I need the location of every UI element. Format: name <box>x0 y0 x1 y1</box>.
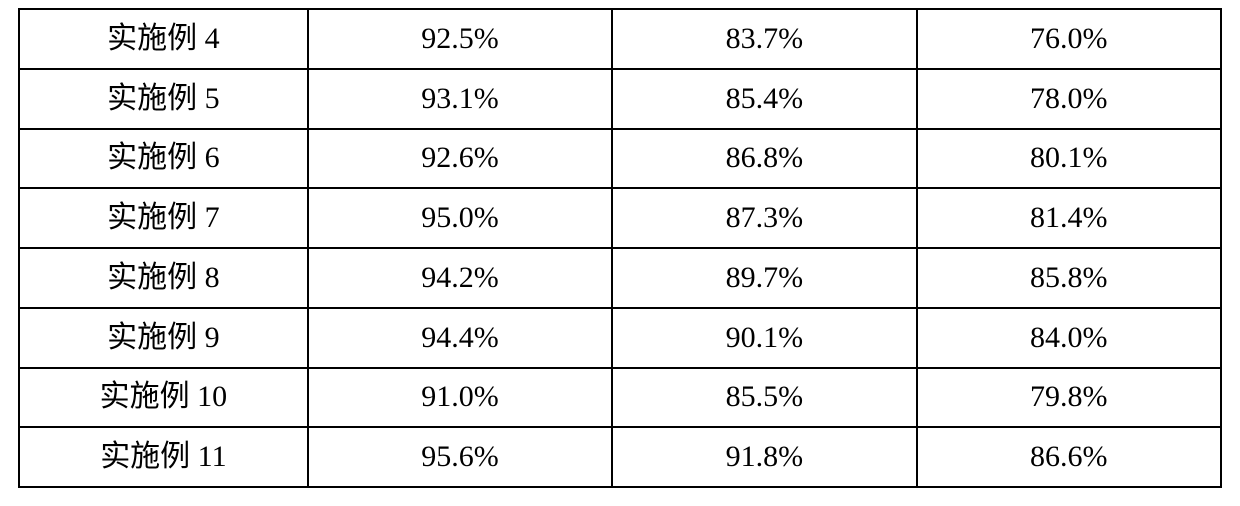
cell-value: 79.8% <box>917 368 1221 428</box>
table-row: 实施例 9 94.4% 90.1% 84.0% <box>19 308 1221 368</box>
row-label: 实施例 8 <box>19 248 308 308</box>
table-row: 实施例 11 95.6% 91.8% 86.6% <box>19 427 1221 487</box>
cell-value: 76.0% <box>917 9 1221 69</box>
row-label: 实施例 5 <box>19 69 308 129</box>
row-label: 实施例 9 <box>19 308 308 368</box>
page-container: 实施例 4 92.5% 83.7% 76.0% 实施例 5 93.1% 85.4… <box>0 0 1240 506</box>
cell-value: 81.4% <box>917 188 1221 248</box>
cell-value: 84.0% <box>917 308 1221 368</box>
row-label: 实施例 6 <box>19 129 308 189</box>
cell-value: 95.0% <box>308 188 612 248</box>
cell-value: 78.0% <box>917 69 1221 129</box>
cell-value: 93.1% <box>308 69 612 129</box>
table-row: 实施例 7 95.0% 87.3% 81.4% <box>19 188 1221 248</box>
cell-value: 94.2% <box>308 248 612 308</box>
table-row: 实施例 10 91.0% 85.5% 79.8% <box>19 368 1221 428</box>
table-row: 实施例 4 92.5% 83.7% 76.0% <box>19 9 1221 69</box>
data-table: 实施例 4 92.5% 83.7% 76.0% 实施例 5 93.1% 85.4… <box>18 8 1222 488</box>
cell-value: 92.6% <box>308 129 612 189</box>
row-label: 实施例 4 <box>19 9 308 69</box>
cell-value: 91.0% <box>308 368 612 428</box>
cell-value: 95.6% <box>308 427 612 487</box>
cell-value: 89.7% <box>612 248 916 308</box>
cell-value: 94.4% <box>308 308 612 368</box>
cell-value: 80.1% <box>917 129 1221 189</box>
cell-value: 85.8% <box>917 248 1221 308</box>
cell-value: 92.5% <box>308 9 612 69</box>
table-row: 实施例 6 92.6% 86.8% 80.1% <box>19 129 1221 189</box>
row-label: 实施例 11 <box>19 427 308 487</box>
cell-value: 85.5% <box>612 368 916 428</box>
cell-value: 86.6% <box>917 427 1221 487</box>
row-label: 实施例 7 <box>19 188 308 248</box>
cell-value: 86.8% <box>612 129 916 189</box>
cell-value: 85.4% <box>612 69 916 129</box>
cell-value: 83.7% <box>612 9 916 69</box>
cell-value: 87.3% <box>612 188 916 248</box>
cell-value: 91.8% <box>612 427 916 487</box>
row-label: 实施例 10 <box>19 368 308 428</box>
table-row: 实施例 5 93.1% 85.4% 78.0% <box>19 69 1221 129</box>
table-row: 实施例 8 94.2% 89.7% 85.8% <box>19 248 1221 308</box>
cell-value: 90.1% <box>612 308 916 368</box>
